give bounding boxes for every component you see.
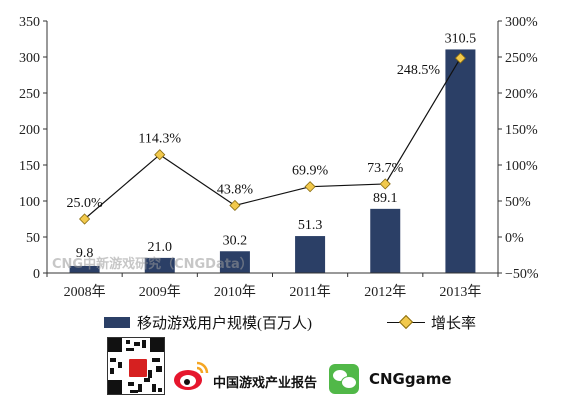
qr-cell (130, 390, 138, 393)
watermark-text: CNG中新游戏研究（CNGData） (52, 256, 253, 272)
legend-item-line: 增长率 (387, 311, 476, 333)
line-point (79, 213, 91, 225)
x-axis: 2008年 2009年 2010年 2011年 2012年 2013年 (46, 273, 499, 300)
qr-logo-icon (127, 357, 149, 379)
qr-cell (148, 370, 152, 378)
bar-series (69, 49, 476, 273)
x-tick-label: 2008年 (64, 284, 106, 300)
y-axis-left: 0 50 100 150 200 250 300 350 (19, 15, 47, 282)
y-axis-right: −50% 0% 50% 100% 150% 200% 250% 300% (498, 15, 539, 282)
legend-item-bar: 移动游戏用户规模(百万人) (104, 311, 312, 333)
line-value-label: 69.9% (292, 164, 329, 179)
bar (219, 251, 250, 273)
line-point (229, 199, 241, 212)
qr-cell (144, 378, 150, 382)
line-series (79, 52, 466, 225)
qr-cell (110, 368, 114, 374)
qr-cell (134, 342, 140, 346)
x-tick-label: 2012年 (364, 284, 406, 300)
qr-cell (158, 388, 162, 392)
y-tick-label: 200 (19, 123, 40, 138)
data-labels: 9.8 21.0 30.2 51.3 89.1 310.5 25.0% 114.3% 43.8%… (66, 31, 476, 261)
footer: 中国游戏产业报告 CNGgame (0, 335, 563, 415)
qr-cell (128, 382, 134, 386)
y-tick-label: 350 (19, 15, 40, 30)
y-tick-label: 150 (19, 159, 40, 174)
brand-name-report: 中国游戏产业报告 (213, 376, 318, 391)
x-tick-label: 2011年 (289, 284, 330, 300)
legend-line-swatch (387, 314, 425, 330)
qr-code-icon (107, 337, 165, 395)
bar (295, 236, 326, 273)
legend-bar-swatch (104, 316, 130, 328)
line-point (454, 52, 466, 64)
y2-tick-label: 50% (505, 195, 531, 210)
qr-cell (126, 340, 130, 344)
qr-cell (150, 338, 164, 352)
wechat-icon (329, 364, 359, 394)
brand-name-cnggame: CNGgame (369, 370, 452, 388)
y-tick-label: 100 (19, 195, 40, 210)
qr-cell (118, 362, 122, 368)
bar-value-label: 310.5 (445, 31, 477, 46)
bar-value-label: 9.8 (76, 246, 94, 261)
y-tick-label: 300 (19, 51, 40, 66)
line-value-label: 73.7% (367, 161, 404, 176)
qr-cell (156, 366, 162, 372)
qr-cell (152, 358, 160, 362)
y2-tick-label: 100% (505, 159, 538, 174)
qr-cell (142, 340, 146, 348)
bar (69, 265, 100, 273)
y-tick-label: 0 (33, 267, 40, 282)
line-point (304, 181, 316, 193)
line-point (154, 149, 166, 161)
growth-line (84, 57, 461, 220)
y2-tick-label: 150% (505, 123, 538, 138)
line-value-label: 248.5% (397, 63, 441, 78)
weibo-icon (174, 361, 209, 390)
y2-tick-label: −50% (505, 267, 539, 282)
x-tick-label: 2013年 (439, 284, 481, 300)
legend-line-label: 增长率 (431, 315, 477, 332)
y-tick-label: 50 (26, 231, 40, 246)
watermark: CNG中新游戏研究（CNGData） (52, 256, 253, 272)
y-tick-label: 250 (19, 87, 40, 102)
qr-cell (152, 384, 156, 392)
bar (370, 208, 401, 273)
line-value-label: 43.8% (217, 182, 254, 197)
bar (445, 49, 476, 273)
bar (144, 257, 175, 273)
bar-value-label: 51.3 (298, 218, 323, 233)
y2-tick-label: 0% (505, 231, 524, 246)
legend: 移动游戏用户规模(百万人) 增长率 (104, 311, 524, 333)
legend-bar-label: 移动游戏用户规模(百万人) (137, 315, 312, 332)
line-point (379, 178, 391, 190)
qr-cell (108, 338, 122, 352)
axes (46, 21, 499, 274)
x-tick-label: 2010年 (214, 284, 256, 300)
line-value-label: 114.3% (138, 132, 181, 147)
y2-tick-label: 200% (505, 87, 538, 102)
chart: 0 50 100 150 200 250 300 350 −50% 0% 50% 100% 150% 2… (19, 15, 539, 300)
bar-value-label: 30.2 (223, 233, 248, 248)
bar-value-label: 89.1 (373, 191, 398, 206)
y2-tick-label: 250% (505, 51, 538, 66)
qr-cell (108, 380, 122, 394)
x-tick-label: 2009年 (139, 284, 181, 300)
line-value-label: 25.0% (66, 196, 103, 211)
qr-cell (110, 358, 116, 362)
y2-tick-label: 300% (505, 15, 538, 30)
qr-cell (138, 384, 142, 392)
qr-cell (126, 348, 134, 351)
bar-value-label: 21.0 (148, 240, 173, 255)
